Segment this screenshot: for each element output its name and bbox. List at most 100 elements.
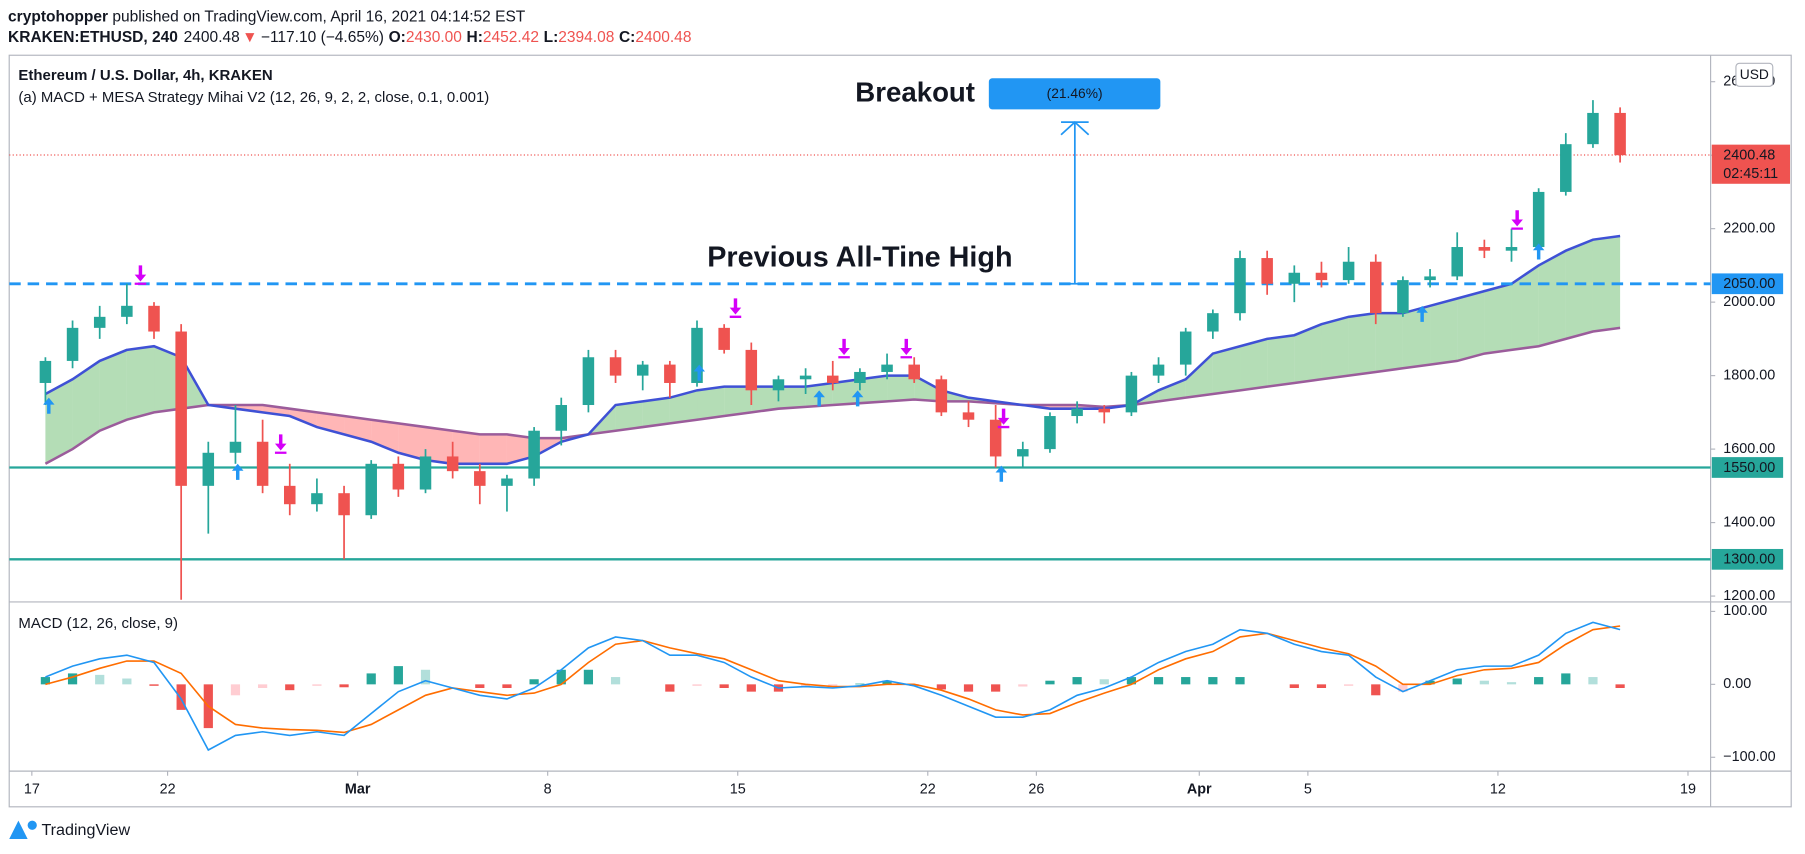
publisher: cryptohopper — [8, 8, 108, 25]
close: 2400.48 — [635, 29, 691, 46]
histogram-bar — [230, 684, 241, 696]
cloud-segment — [425, 427, 453, 464]
footer-brand: TradingView — [41, 821, 130, 839]
buy-signal — [231, 463, 244, 480]
y-tick-label: 1200.00 — [1723, 588, 1775, 604]
cloud-segment — [832, 379, 860, 406]
cloud-segment — [479, 434, 507, 464]
level-price-box — [1711, 273, 1784, 295]
histogram-bar — [882, 680, 892, 685]
cloud-segment — [642, 397, 670, 428]
high: 2452.42 — [483, 29, 539, 46]
countdown-label: 02:45:11 — [1723, 166, 1778, 182]
level-price-box — [1711, 548, 1784, 570]
candle-body — [582, 357, 595, 406]
histogram-bar — [1425, 680, 1435, 685]
low: 2394.08 — [558, 29, 614, 46]
strategy-label: (a) MACD + MESA Strategy Mihai V2 (12, 2… — [18, 89, 489, 106]
histogram-bar — [1615, 684, 1625, 688]
candle-body — [1397, 280, 1409, 314]
x-tick-label: 22 — [160, 781, 176, 797]
histogram-bar — [312, 684, 322, 686]
level-price-label: 1550.00 — [1723, 460, 1775, 476]
candle-body — [121, 305, 133, 317]
histogram-bar — [258, 684, 268, 688]
candle-body — [202, 452, 215, 486]
histogram-bar — [1235, 677, 1245, 685]
cloud-segment — [859, 375, 888, 404]
cloud-segment — [1240, 338, 1268, 391]
candle-body — [1071, 408, 1083, 417]
histogram-bar — [1045, 680, 1055, 685]
histogram-bar — [1018, 684, 1028, 687]
candle-body — [1261, 258, 1273, 284]
candle-body — [989, 419, 1002, 457]
candle-body — [827, 375, 839, 383]
chart-title: Ethereum / U.S. Dollar, 4h, KRAKEN — [18, 67, 272, 84]
candle-body — [1017, 449, 1029, 457]
candle-body — [39, 360, 52, 383]
histogram-bar — [610, 677, 621, 685]
x-tick-label: 19 — [1680, 781, 1696, 797]
candle-body — [1587, 112, 1599, 145]
macd-y-tick-label: 0.00 — [1723, 676, 1751, 692]
ath-annotation: Previous All-Tine High — [707, 242, 1012, 274]
buy-signal — [995, 465, 1008, 482]
macd-y-tick-label: −100.00 — [1723, 749, 1775, 765]
percent-box — [988, 78, 1161, 110]
macd-line — [45, 621, 1621, 752]
publish-line: cryptohopper published on TradingView.co… — [8, 8, 526, 25]
sell-signal — [729, 298, 742, 318]
currency-box[interactable] — [1735, 62, 1774, 87]
close-label: C: — [619, 29, 635, 46]
histogram-bar — [67, 673, 78, 685]
cloud-segment — [751, 386, 779, 413]
histogram-bar — [556, 669, 566, 685]
histogram-bar — [1398, 684, 1408, 692]
sell-signal — [838, 338, 850, 359]
x-tick-label: 17 — [24, 781, 40, 797]
cloud-segment — [452, 430, 480, 464]
candle-body — [1424, 276, 1436, 281]
cloud-segment — [99, 349, 127, 431]
candle-body — [799, 375, 812, 380]
candle-body — [1370, 261, 1382, 314]
histogram-bar — [1588, 677, 1598, 685]
low-label: L: — [544, 29, 559, 46]
x-tick-label: Mar — [345, 781, 371, 797]
candle-body — [365, 463, 377, 516]
histogram-bar — [692, 684, 702, 686]
candle-body — [1234, 258, 1246, 314]
candle-body — [1179, 331, 1192, 365]
y-tick-label: 1800.00 — [1723, 367, 1775, 383]
current-price-label: 2400.48 — [1723, 147, 1775, 163]
histogram-bar — [1534, 677, 1544, 685]
cloud-segment — [1430, 298, 1458, 365]
candle-body — [392, 463, 405, 490]
candle-body — [609, 357, 622, 376]
histogram-bar — [828, 684, 838, 686]
candle-body — [419, 456, 432, 490]
candle-body — [93, 316, 106, 328]
cloud-segment — [154, 346, 182, 413]
open: 2430.00 — [406, 29, 462, 46]
sell-signal — [134, 265, 147, 285]
candle-body — [338, 493, 350, 516]
cloud-segment — [669, 390, 698, 424]
histogram-bar — [420, 669, 431, 685]
cloud-segment — [45, 379, 73, 464]
candle-body — [528, 430, 540, 479]
cloud-segment — [914, 375, 942, 402]
candle-body — [1505, 247, 1518, 251]
buy-signal — [1416, 305, 1428, 322]
candle-body — [148, 305, 160, 332]
candle-body — [555, 405, 568, 431]
macd-title: MACD (12, 26, close, 9) — [18, 615, 178, 632]
candle-body — [664, 364, 676, 383]
cloud-segment — [887, 375, 915, 402]
level-price-box — [1711, 457, 1784, 478]
cloud-segment — [1484, 283, 1512, 354]
arrow-head — [1060, 120, 1090, 136]
candle-body — [284, 485, 296, 505]
